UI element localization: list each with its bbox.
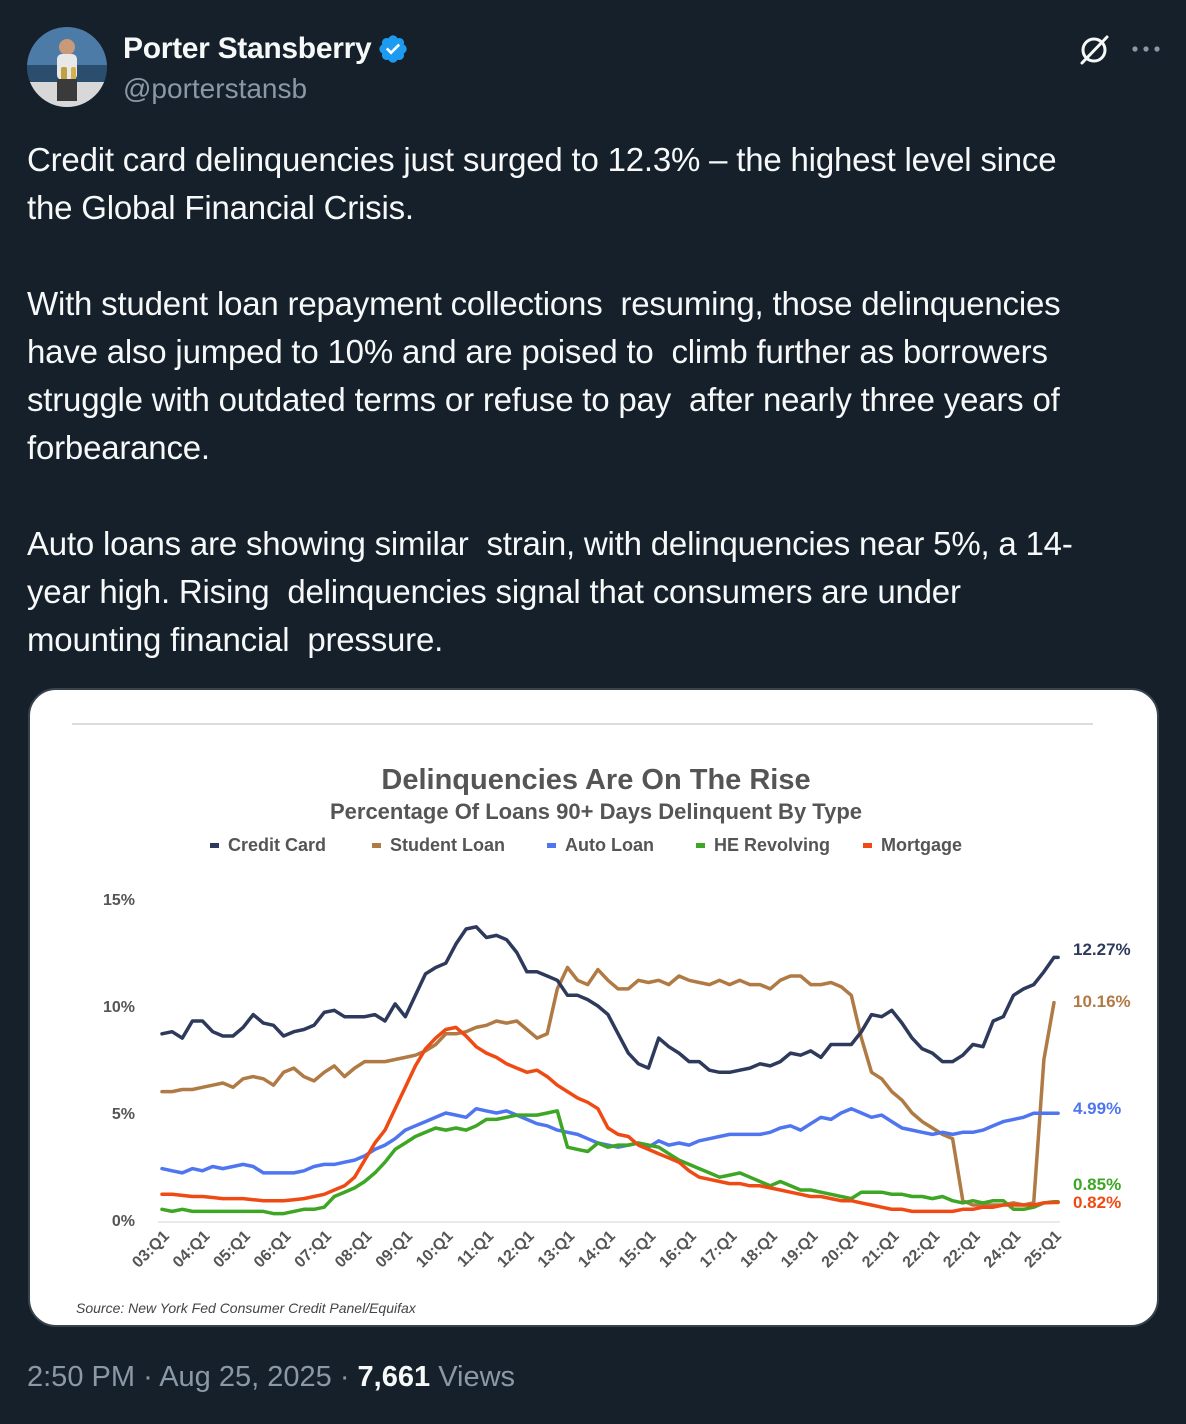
chart-source: Source: New York Fed Consumer Credit Pan… bbox=[76, 1300, 417, 1316]
legend-label: Credit Card bbox=[228, 835, 326, 855]
end-value-label: 12.27% bbox=[1073, 940, 1131, 959]
avatar[interactable] bbox=[27, 27, 107, 107]
end-value-label: 0.82% bbox=[1073, 1193, 1121, 1212]
views-label: Views bbox=[438, 1361, 516, 1393]
chart-title: Delinquencies Are On The Rise bbox=[381, 764, 810, 796]
legend-swatch bbox=[372, 843, 381, 848]
series-line-auto-loan bbox=[160, 1106, 1060, 1175]
y-tick-label: 5% bbox=[112, 1106, 135, 1123]
x-tick-label: 13:Q1 bbox=[535, 1228, 579, 1272]
tweet-line: With student loan repayment collections … bbox=[27, 285, 1061, 322]
x-tick-label: 05:Q1 bbox=[210, 1228, 254, 1272]
end-value-label: 0.85% bbox=[1073, 1175, 1121, 1194]
grok-icon[interactable] bbox=[1077, 33, 1111, 67]
tweet-line: the Global Financial Crisis. bbox=[27, 189, 414, 226]
x-tick-label: 17:Q1 bbox=[697, 1228, 741, 1272]
handle[interactable]: @porterstansb bbox=[123, 73, 308, 104]
media-chart-image[interactable]: Delinquencies Are On The Rise Percentage… bbox=[28, 688, 1159, 1327]
delinquency-chart: Delinquencies Are On The Rise Percentage… bbox=[72, 723, 1131, 1316]
tweet-line: Auto loans are showing similar strain, w… bbox=[27, 525, 1073, 562]
paragraph-gap bbox=[27, 232, 1163, 280]
paragraph-gap bbox=[27, 472, 1163, 520]
meta-separator: · bbox=[143, 1361, 153, 1393]
x-tick-label: 18:Q1 bbox=[738, 1228, 782, 1272]
chart-subtitle: Percentage Of Loans 90+ Days Delinquent … bbox=[330, 799, 862, 824]
x-tick-label: 10:Q1 bbox=[413, 1228, 457, 1272]
tweet-line: struggle with outdated terms or refuse t… bbox=[27, 381, 1060, 418]
views-count: 7,661 bbox=[357, 1361, 431, 1393]
end-value-label: 4.99% bbox=[1073, 1099, 1121, 1118]
chart-legend: Credit Card Student Loan Auto Loan HE Revol… bbox=[210, 835, 962, 855]
tweet-date[interactable]: Aug 25, 2025 bbox=[159, 1361, 332, 1393]
legend-swatch bbox=[863, 843, 872, 848]
legend-label: HE Revolving bbox=[714, 835, 830, 855]
avatar-image bbox=[27, 27, 107, 107]
tweet-text: Credit card delinquencies just surged to… bbox=[27, 136, 1163, 664]
tweet-line: year high. Rising delinquencies signal t… bbox=[27, 573, 961, 610]
x-tick-label: 15:Q1 bbox=[616, 1228, 660, 1272]
tweet-time[interactable]: 2:50 PM bbox=[27, 1361, 135, 1393]
x-tick-label: 08:Q1 bbox=[332, 1228, 376, 1272]
tweet-line: forbearance. bbox=[27, 429, 210, 466]
x-tick-label: 22:Q1 bbox=[940, 1228, 984, 1272]
series-line-credit-card bbox=[160, 925, 1060, 1075]
legend-label: Auto Loan bbox=[565, 835, 654, 855]
display-name[interactable]: Porter Stansberry bbox=[123, 32, 372, 65]
legend-label: Student Loan bbox=[390, 835, 505, 855]
chart-series bbox=[160, 925, 1060, 1216]
legend-swatch bbox=[547, 843, 556, 848]
more-icon[interactable] bbox=[1129, 39, 1163, 59]
x-tick-label: 19:Q1 bbox=[778, 1228, 822, 1272]
y-tick-label: 15% bbox=[103, 892, 135, 909]
x-tick-label: 21:Q1 bbox=[859, 1228, 903, 1272]
legend-swatch bbox=[696, 843, 705, 848]
x-tick-label: 04:Q1 bbox=[170, 1228, 214, 1272]
legend-label: Mortgage bbox=[881, 835, 962, 855]
y-axis: 0% 5% 10% 15% bbox=[103, 892, 135, 1230]
x-tick-label: 22:Q1 bbox=[900, 1228, 944, 1272]
tweet-meta: 2:50 PM · Aug 25, 2025 · 7,661 Views bbox=[27, 1361, 515, 1394]
x-tick-label: 16:Q1 bbox=[656, 1228, 700, 1272]
x-tick-label: 03:Q1 bbox=[129, 1228, 173, 1272]
x-tick-label: 14:Q1 bbox=[575, 1228, 619, 1272]
end-value-label: 10.16% bbox=[1073, 992, 1131, 1011]
x-tick-label: 24:Q1 bbox=[981, 1228, 1025, 1272]
series-line-mortgage bbox=[160, 1025, 1060, 1214]
author-info: Porter Stansberry @porterstansb bbox=[123, 31, 409, 105]
x-tick-label: 12:Q1 bbox=[494, 1228, 538, 1272]
series-line-he-revolving bbox=[160, 1109, 1060, 1216]
x-tick-label: 20:Q1 bbox=[819, 1228, 863, 1272]
x-tick-label: 09:Q1 bbox=[373, 1228, 417, 1272]
tweet-header: Porter Stansberry @porterstansb bbox=[27, 27, 1163, 109]
y-tick-label: 10% bbox=[103, 999, 135, 1016]
end-labels: 12.27% 10.16% 4.99% 0.85%0.82% bbox=[1073, 940, 1131, 1212]
verified-badge-icon bbox=[379, 35, 408, 63]
x-tick-label: 25:Q1 bbox=[1021, 1228, 1065, 1272]
series-line-student-loan bbox=[160, 965, 1056, 1207]
x-axis: 03:Q104:Q105:Q106:Q107:Q108:Q109:Q110:Q1… bbox=[129, 1228, 1065, 1272]
tweet-line: mounting financial pressure. bbox=[27, 621, 444, 658]
meta-separator: · bbox=[339, 1361, 350, 1393]
tweet-line: have also jumped to 10% and are poised t… bbox=[27, 333, 1048, 370]
x-tick-label: 07:Q1 bbox=[292, 1228, 336, 1272]
x-tick-label: 11:Q1 bbox=[454, 1228, 497, 1271]
legend-swatch bbox=[210, 843, 219, 848]
x-tick-label: 06:Q1 bbox=[251, 1228, 295, 1272]
tweet-line: Credit card delinquencies just surged to… bbox=[27, 141, 1057, 178]
y-tick-label: 0% bbox=[112, 1213, 135, 1230]
